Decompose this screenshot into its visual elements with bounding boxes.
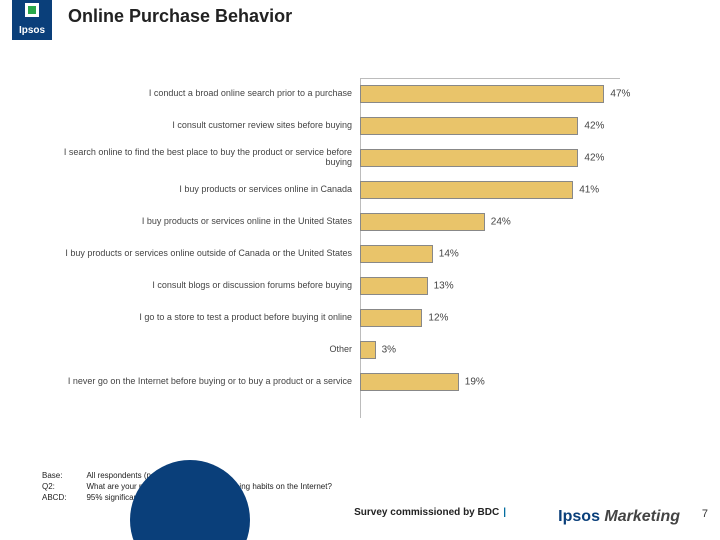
bar <box>360 341 376 359</box>
bar-label: I buy products or services online in Can… <box>60 185 360 195</box>
ipsos-logo: Ipsos <box>12 0 52 40</box>
bar-label: I go to a store to test a product before… <box>60 313 360 323</box>
bar <box>360 181 573 199</box>
page-number: 7 <box>702 508 708 520</box>
slide: Ipsos Online Purchase Behavior I conduct… <box>0 0 720 540</box>
bar <box>360 245 433 263</box>
bar-value: 47% <box>610 89 630 100</box>
bar-label: I conduct a broad online search prior to… <box>60 89 360 99</box>
bar-value: 14% <box>439 249 459 260</box>
chart-row: I buy products or services online outsid… <box>60 238 660 270</box>
marketing-word: Marketing <box>604 508 680 525</box>
logo-text: Ipsos <box>19 25 45 36</box>
bar-zone: 47% <box>360 78 620 110</box>
bar-zone: 12% <box>360 302 620 334</box>
bar-label: I never go on the Internet before buying… <box>60 377 360 387</box>
note-key-base: Base: <box>42 471 84 480</box>
bar-value: 42% <box>584 153 604 164</box>
ipsos-marketing-logo: Ipsos Marketing <box>558 508 680 526</box>
bar-zone: 24% <box>360 206 620 238</box>
chart-row: I conduct a broad online search prior to… <box>60 78 660 110</box>
bar <box>360 117 578 135</box>
bar-value: 3% <box>382 345 396 356</box>
survey-credit: Survey commissioned by BDC| <box>354 507 510 518</box>
bar-value: 12% <box>428 313 448 324</box>
bar <box>360 373 459 391</box>
bar <box>360 149 578 167</box>
note-key-q2: Q2: <box>42 482 84 491</box>
bar <box>360 309 422 327</box>
bar <box>360 213 485 231</box>
bar-zone: 42% <box>360 142 620 174</box>
bar-zone: 3% <box>360 334 620 366</box>
page-title: Online Purchase Behavior <box>68 6 292 27</box>
bar-zone: 19% <box>360 366 620 398</box>
bar-label: I consult blogs or discussion forums bef… <box>60 281 360 291</box>
chart-row: I search online to find the best place t… <box>60 142 660 174</box>
bar-value: 41% <box>579 185 599 196</box>
bar-zone: 14% <box>360 238 620 270</box>
bar-chart: I conduct a broad online search prior to… <box>60 78 660 418</box>
separator-bar: | <box>499 507 510 518</box>
chart-row: I buy products or services online in the… <box>60 206 660 238</box>
chart-row: I consult blogs or discussion forums bef… <box>60 270 660 302</box>
note-key-abcd: ABCD: <box>42 493 84 502</box>
bar-label: I buy products or services online outsid… <box>60 249 360 259</box>
chart-row: I never go on the Internet before buying… <box>60 366 660 398</box>
bar-zone: 41% <box>360 174 620 206</box>
bar <box>360 85 604 103</box>
credit-text: Survey commissioned by BDC <box>354 507 499 518</box>
bar <box>360 277 428 295</box>
ipsos-word: Ipsos <box>558 508 600 525</box>
chart-row: I consult customer review sites before b… <box>60 110 660 142</box>
bar-value: 42% <box>584 121 604 132</box>
bar-zone: 13% <box>360 270 620 302</box>
logo-flag-icon <box>25 3 39 17</box>
bar-value: 13% <box>434 281 454 292</box>
bar-label: I buy products or services online in the… <box>60 217 360 227</box>
bar-value: 24% <box>491 217 511 228</box>
bar-value: 19% <box>465 377 485 388</box>
chart-row: Other 3% <box>60 334 660 366</box>
bar-label: I search online to find the best place t… <box>60 148 360 168</box>
chart-row: I go to a store to test a product before… <box>60 302 660 334</box>
bar-label: Other <box>60 345 360 355</box>
bar-zone: 42% <box>360 110 620 142</box>
chart-row: I buy products or services online in Can… <box>60 174 660 206</box>
bar-label: I consult customer review sites before b… <box>60 121 360 131</box>
